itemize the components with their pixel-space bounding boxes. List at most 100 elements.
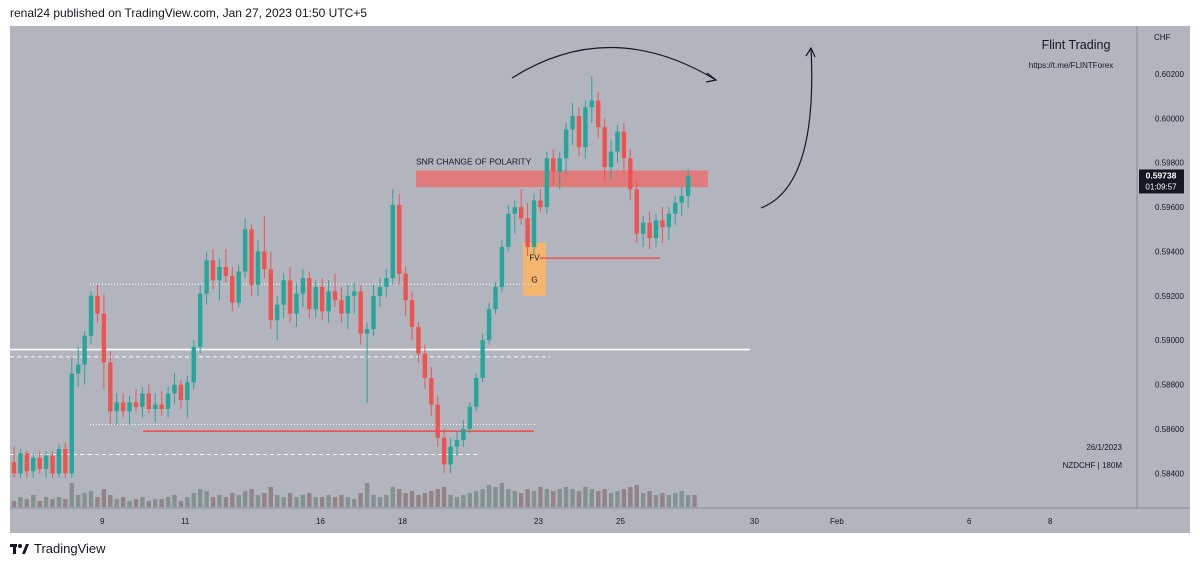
candle-body (608, 151, 614, 168)
volume-bar (454, 497, 460, 507)
volume-bar (377, 497, 383, 507)
volume-bar (692, 495, 697, 507)
candle-body (140, 393, 145, 407)
volume-bar (165, 497, 171, 507)
volume-bar (563, 487, 569, 507)
volume-bar (358, 493, 363, 507)
volume-bar (499, 483, 505, 507)
x-tick-label: 8 (1048, 517, 1053, 526)
volume-bar (31, 495, 36, 507)
time-axis-background (10, 508, 1190, 533)
volume-bar (583, 487, 588, 507)
candle-body (262, 251, 267, 270)
candle-body (133, 402, 139, 407)
candle-body (416, 326, 421, 354)
candle-body (364, 329, 370, 334)
volume-bar (43, 497, 49, 507)
volume-bar (429, 491, 434, 507)
candle-body (63, 448, 68, 474)
time-axis-ticks: 9 11 16 18 23 25 30 Feb 6 8 (100, 517, 1053, 526)
volume-bar (230, 493, 235, 507)
curved-arrow-top (511, 46, 717, 81)
y-tick-label: 0.58800 (1155, 381, 1184, 390)
volume-bar (608, 493, 614, 507)
candle-body (178, 384, 184, 401)
candle-body (31, 457, 36, 472)
tradingview-footer[interactable]: TradingView (10, 541, 106, 556)
volume-bar (146, 501, 152, 507)
candle-body (640, 222, 646, 234)
volume-bar (589, 489, 594, 507)
last-price-tag (1139, 169, 1184, 194)
volume-bar (63, 499, 68, 507)
volume-bar (120, 497, 126, 507)
candle-body (358, 291, 363, 334)
volume-bar (268, 487, 273, 507)
volume-bar (114, 499, 119, 507)
candle-body (146, 393, 152, 410)
volume-bar (255, 495, 261, 507)
candle-body (544, 158, 550, 208)
candle-body (217, 267, 222, 281)
candle-body (101, 313, 107, 363)
candle-body (230, 275, 235, 303)
fvg-label-line1: FV (529, 253, 540, 262)
candle-body (307, 278, 312, 310)
candle-body (576, 116, 582, 148)
candle-body (120, 402, 126, 412)
volume-bar (615, 491, 620, 507)
volume-bar (480, 489, 485, 507)
y-tick-label: 0.59600 (1155, 203, 1184, 212)
volume-bar (416, 495, 421, 507)
chart-area[interactable]: SNR CHANGE OF POLARITY FV G Flint Tradin… (10, 26, 1190, 533)
plot-background (10, 26, 1137, 508)
candle-body (634, 189, 639, 234)
volume-bar (628, 487, 633, 507)
candle-body (108, 362, 113, 412)
candle-body (300, 278, 306, 294)
volume-bar (326, 495, 331, 507)
volume-bar (153, 499, 158, 507)
volume-bar (512, 491, 517, 507)
timeframe: 180M (1102, 461, 1122, 470)
candle-body (159, 404, 164, 410)
volume-bar (685, 495, 691, 507)
last-price-value: 0.59738 (1146, 170, 1177, 180)
price-chart[interactable]: SNR CHANGE OF POLARITY FV G Flint Tradin… (10, 26, 1190, 533)
price-axis-background (1137, 26, 1190, 508)
candle-body (673, 202, 678, 214)
candle-body (602, 127, 607, 168)
volume-bar (435, 489, 440, 507)
candle-body (172, 384, 177, 394)
volume-bar (108, 495, 113, 507)
candle-body (441, 437, 447, 465)
y-tick-label: 0.58600 (1155, 425, 1184, 434)
candle-body (531, 200, 537, 248)
volume-bar (133, 499, 139, 507)
volume-bar (409, 491, 415, 507)
x-tick-label: 11 (181, 517, 190, 526)
volume-bar (352, 499, 357, 507)
candle-body (82, 335, 87, 365)
candle-body (538, 200, 543, 208)
volume-bar (69, 483, 74, 507)
candle-body (210, 260, 216, 281)
watermark-title: Flint Trading (1042, 38, 1111, 52)
candle-body (512, 207, 517, 214)
watermark-link: https://t.me/FLINTForex (1029, 61, 1113, 70)
volume-bar (332, 497, 338, 507)
candle-body (474, 377, 479, 407)
volume-bar (525, 489, 530, 507)
volume-bar (448, 495, 453, 507)
volume-bar (249, 489, 254, 507)
candle-body (615, 131, 620, 152)
curved-arrow-right-head (805, 46, 816, 58)
horizontal-lines (10, 257, 750, 456)
volume-bar (37, 501, 42, 507)
snr-zone (416, 170, 708, 188)
y-tick-label: 0.59400 (1155, 247, 1184, 256)
volume-bar (300, 495, 306, 507)
volume-bar (596, 491, 601, 507)
candle-body (660, 220, 665, 228)
volume-bar (364, 483, 370, 507)
